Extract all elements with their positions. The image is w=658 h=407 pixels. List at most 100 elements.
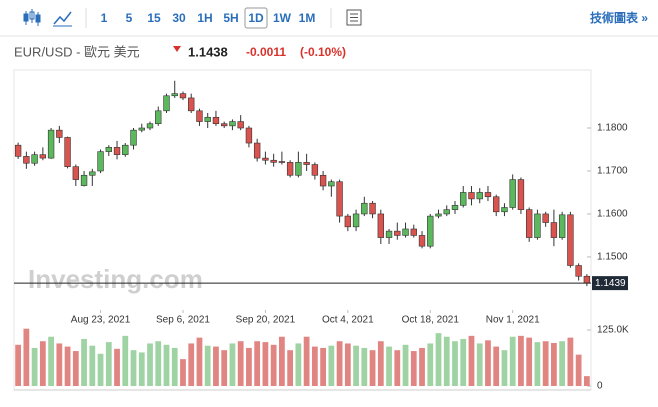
candle-body (443, 209, 450, 215)
x-tick-label: Sep 6, 2021 (156, 315, 210, 326)
instrument-title: EUR/USD - 歐元 美元 (14, 44, 140, 59)
volume-bar (534, 342, 541, 386)
candle-body (542, 213, 549, 223)
interval-button[interactable]: 1D (248, 11, 264, 25)
volume-bar (122, 335, 129, 386)
volume-bar (138, 352, 145, 386)
volume-bar (89, 345, 96, 386)
plot: Investing.com 1.1800 1.1700 1.1600 1.1500 Aug… (14, 80, 629, 392)
candle-body (72, 166, 80, 180)
volume-tick-label: 0 (597, 381, 603, 392)
candle-body (410, 228, 417, 236)
candle-body (451, 205, 459, 210)
candle-body (113, 147, 121, 155)
candle-body (394, 230, 401, 236)
down-arrow (173, 46, 181, 52)
volume-bar (64, 346, 71, 386)
volume-bar (320, 347, 326, 386)
interval-button[interactable]: 1W (273, 11, 292, 25)
candle-body (418, 235, 426, 247)
interval-button[interactable]: 30 (172, 11, 186, 25)
volume-bar (31, 347, 38, 386)
candle-body (229, 121, 236, 127)
volume-bar (56, 343, 63, 386)
volume-bar (180, 359, 186, 386)
candle-body (14, 144, 22, 157)
volume-bar (575, 354, 582, 386)
candle-body (47, 129, 55, 159)
change: -0.0011 (246, 45, 286, 59)
volume-bar (452, 341, 458, 386)
candle-body (311, 164, 319, 176)
candle-body (361, 202, 368, 215)
volume-bar (526, 337, 533, 386)
candle-body (567, 214, 574, 266)
volume-bar (204, 345, 211, 386)
candle-body (146, 123, 154, 129)
candle-body (286, 162, 294, 176)
candle-body (204, 116, 211, 122)
volume-bar (163, 344, 170, 386)
volume-bar (377, 341, 384, 386)
candle-icon[interactable] (23, 9, 41, 26)
volume-bar (81, 338, 87, 386)
candle-body (221, 123, 228, 127)
technical-chart-link[interactable]: 技術圖表 » (590, 10, 648, 25)
volume-bar (105, 342, 112, 386)
volume-bar (460, 338, 467, 386)
candle-body (369, 202, 376, 215)
plot-frame (13, 69, 592, 391)
volume-bar (427, 343, 434, 386)
candle-body (377, 213, 384, 238)
candle-body (550, 222, 558, 238)
interval-button[interactable]: 1 (101, 11, 108, 25)
x-tick-label: Oct 18, 2021 (402, 315, 460, 326)
interval-button[interactable]: 5 (126, 11, 133, 25)
volume-bar (229, 343, 236, 386)
candle-body (460, 192, 467, 206)
line-icon[interactable] (53, 11, 72, 27)
volume-bar (72, 351, 79, 386)
volume-bar (542, 341, 549, 386)
interval-button[interactable]: 15 (147, 11, 161, 25)
selected-frame (244, 7, 268, 29)
volume-bar (221, 350, 228, 386)
volume-bar (287, 350, 294, 386)
candle-body (385, 230, 393, 238)
candle-body (270, 159, 277, 163)
candle-body (64, 137, 71, 167)
volume-bar (270, 344, 277, 386)
volume-bar (311, 346, 318, 386)
candle-body (196, 110, 203, 122)
candle-body (575, 265, 582, 277)
interval-button[interactable]: 1M (299, 11, 316, 25)
table-icon[interactable] (346, 9, 362, 26)
candle-body (336, 181, 343, 217)
volume-bar (402, 344, 409, 386)
candle-body (295, 162, 302, 176)
candle-body (262, 157, 269, 161)
volume-bar (435, 333, 442, 386)
interval-button[interactable]: 1H (197, 11, 212, 25)
volume-bar (114, 348, 120, 386)
candle-body (188, 97, 195, 112)
candle-body (179, 93, 187, 99)
y-tick-label: 1.1500 (597, 252, 628, 263)
volume-bar (336, 341, 343, 386)
volume-bar (493, 346, 500, 386)
candle-body (501, 207, 508, 213)
volume-bar (583, 376, 590, 386)
candle-body (484, 192, 492, 198)
y-tick-label: 1.1800 (597, 123, 628, 134)
candle-body (237, 121, 244, 129)
watermark: Investing.com (28, 264, 203, 294)
volume-bar (509, 336, 516, 386)
interval-button[interactable]: 5H (223, 11, 238, 25)
candle-body (155, 110, 162, 125)
x-tick-label: Nov 1, 2021 (486, 315, 540, 326)
volume-bar (254, 341, 261, 386)
candle-body (80, 174, 88, 186)
candle-body (435, 213, 442, 217)
